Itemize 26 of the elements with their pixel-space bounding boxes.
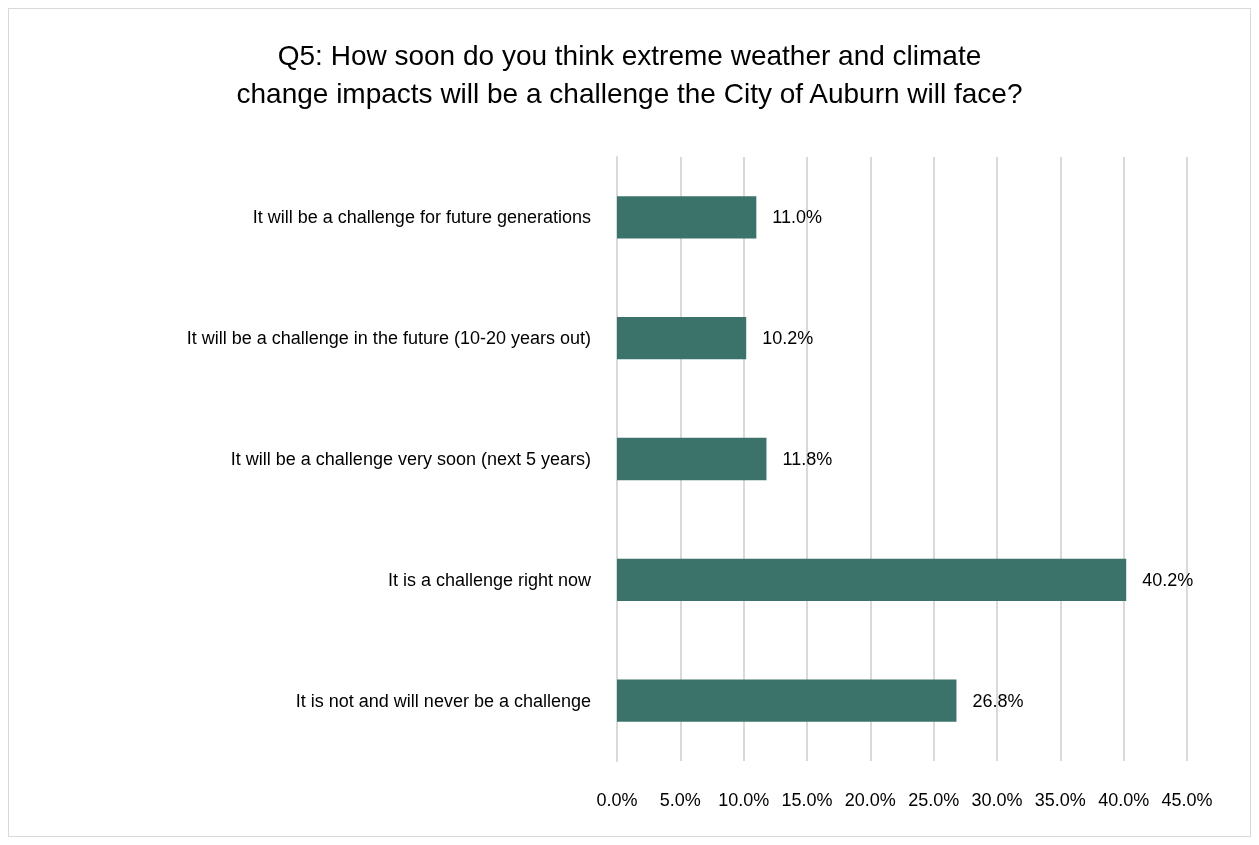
- bar: [617, 196, 757, 239]
- x-tick-label: 5.0%: [659, 790, 701, 810]
- y-tick-label: It is a challenge right now: [387, 569, 592, 590]
- x-tick-label: 15.0%: [781, 790, 833, 810]
- bar: [617, 558, 1127, 601]
- bar: [617, 679, 957, 722]
- data-label: 26.8%: [972, 690, 1024, 711]
- x-tick-label: 35.0%: [1034, 790, 1086, 810]
- data-label: 11.8%: [782, 449, 833, 469]
- x-tick-label: 25.0%: [908, 790, 960, 810]
- bar: [617, 317, 747, 360]
- bar: [617, 437, 767, 481]
- x-tick-label: 10.0%: [718, 790, 770, 810]
- y-tick-label: It will be a challenge in the future (10-20 years out): [186, 328, 591, 349]
- x-tick-label: 20.0%: [844, 790, 896, 810]
- y-tick-label: It will be a challenge for future generations: [252, 207, 591, 228]
- x-tick-label: 40.0%: [1098, 790, 1150, 810]
- data-label: 40.2%: [1142, 569, 1194, 590]
- x-tick-label: 45.0%: [1161, 790, 1213, 810]
- x-tick-label: 30.0%: [971, 790, 1023, 810]
- chart-title: Q5: How soon do you think extreme weather and climate change impacts will be a challenge the City of Auburn will face?: [236, 39, 1023, 109]
- data-label: 10.2%: [762, 328, 814, 349]
- x-tick-label: 0.0%: [596, 790, 638, 810]
- y-tick-label: It is not and will never be a challenge: [295, 690, 591, 711]
- y-tick-label: It will be a challenge very soon (next 5 years): [230, 449, 591, 469]
- data-label: 11.0%: [772, 207, 823, 228]
